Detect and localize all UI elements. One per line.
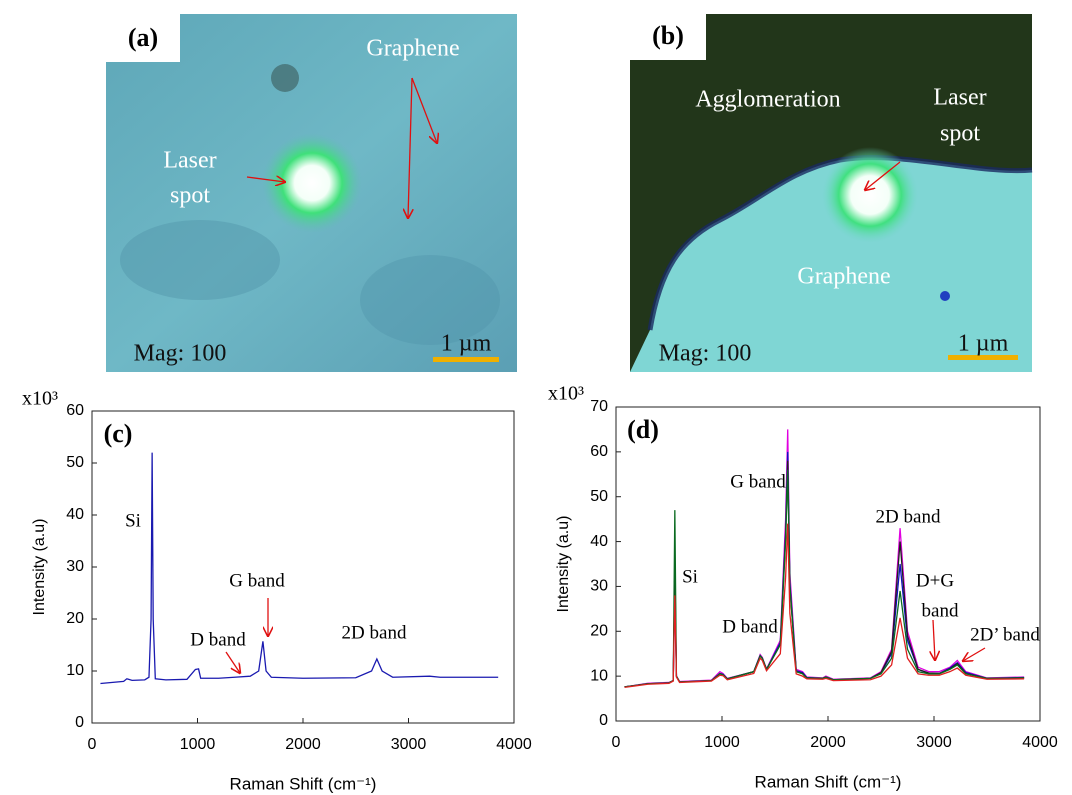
image-annotation: Agglomeration [695, 87, 840, 113]
panel-label: (d) [627, 415, 659, 444]
spectrum-line [624, 524, 1024, 688]
annotation-arrow [963, 648, 985, 661]
x-axis-title: Raman Shift (cm⁻¹) [755, 772, 902, 791]
scale-bar-label: 1 µm [958, 331, 1009, 357]
x-tick-label: 2000 [810, 734, 846, 751]
x-tick-label: 4000 [496, 736, 532, 753]
peak-annotation: D+G [916, 570, 954, 591]
peak-annotation: 2D band [342, 622, 407, 643]
y-tick-label: 40 [590, 533, 608, 550]
y-tick-label: 20 [66, 610, 84, 627]
image-annotation: Laser [933, 85, 986, 111]
panel-label: (b) [652, 21, 684, 50]
spectrum-line [100, 453, 498, 684]
y-tick-label: 30 [590, 578, 608, 595]
x-tick-label: 3000 [916, 734, 952, 751]
x-tick-label: 1000 [704, 734, 740, 751]
image-annotation: spot [940, 121, 980, 147]
magnification: Mag: 100 [134, 341, 227, 367]
micrograph-b: (b) Agglomeration Laser spot Graphene Mag: 10… [630, 14, 1032, 372]
peak-annotation: band [922, 600, 959, 621]
y-tick-label: 0 [599, 712, 608, 729]
y-tick-label: 40 [66, 506, 84, 523]
image-annotation: Laser [163, 148, 216, 174]
y-tick-label: 70 [590, 398, 608, 415]
chart: 0 10 20 30 40 50 60 70 0 1000 2000 3000 4000 x10³ Inte… [548, 383, 1058, 792]
annotation-arrow [226, 652, 240, 673]
micrograph-a: (a) Graphene Laser spot Mag: 100 1 µm [106, 14, 517, 372]
peak-annotation: G band [229, 570, 285, 591]
y-tick-label: 30 [66, 558, 84, 575]
y-tick-label: 50 [590, 488, 608, 505]
y-axis-title: Intensity (a.u) [555, 516, 572, 613]
annotation-arrow [933, 620, 935, 660]
peak-annotation: G band [730, 471, 786, 492]
peak-annotation: Si [125, 510, 141, 531]
peak-annotation: Si [682, 566, 698, 587]
spectrum-line [624, 429, 1024, 686]
y-tick-label: 50 [66, 454, 84, 471]
image-annotation: spot [170, 183, 210, 209]
x-axis-title: Raman Shift (cm⁻¹) [230, 774, 377, 793]
peak-annotation: 2D band [876, 506, 941, 527]
x-tick-label: 0 [612, 734, 621, 751]
image-annotation: Graphene [366, 36, 459, 62]
axis-multiplier: x10³ [548, 383, 584, 405]
x-tick-label: 1000 [180, 736, 216, 753]
x-tick-label: 2000 [285, 736, 321, 753]
magnification: Mag: 100 [659, 341, 752, 367]
scale-bar-label: 1 µm [441, 331, 492, 357]
panel-label: (c) [104, 419, 133, 448]
plot-frame [616, 407, 1040, 721]
peak-annotation: D band [722, 616, 778, 637]
x-tick-label: 4000 [1022, 734, 1058, 751]
panel-label: (a) [128, 23, 158, 52]
y-tick-label: 60 [66, 402, 84, 419]
image-annotation: Graphene [797, 264, 890, 290]
peak-annotation: D band [190, 629, 246, 650]
x-tick-label: 0 [88, 736, 97, 753]
y-tick-label: 20 [590, 623, 608, 640]
chart: 0 10 20 30 40 50 60 0 1000 2000 3000 4000 x10³ Intens… [22, 388, 532, 794]
axis-multiplier: x10³ [22, 388, 58, 410]
x-tick-label: 3000 [391, 736, 427, 753]
y-tick-label: 0 [75, 714, 84, 731]
y-tick-label: 10 [590, 667, 608, 684]
y-tick-label: 60 [590, 443, 608, 460]
y-tick-label: 10 [66, 662, 84, 679]
figure: (a) Graphene Laser spot Mag: 100 1 µm (b) Aggl… [0, 0, 1072, 795]
peak-annotation: 2D’ band [970, 624, 1040, 645]
y-axis-title: Intensity (a.u) [31, 519, 48, 616]
